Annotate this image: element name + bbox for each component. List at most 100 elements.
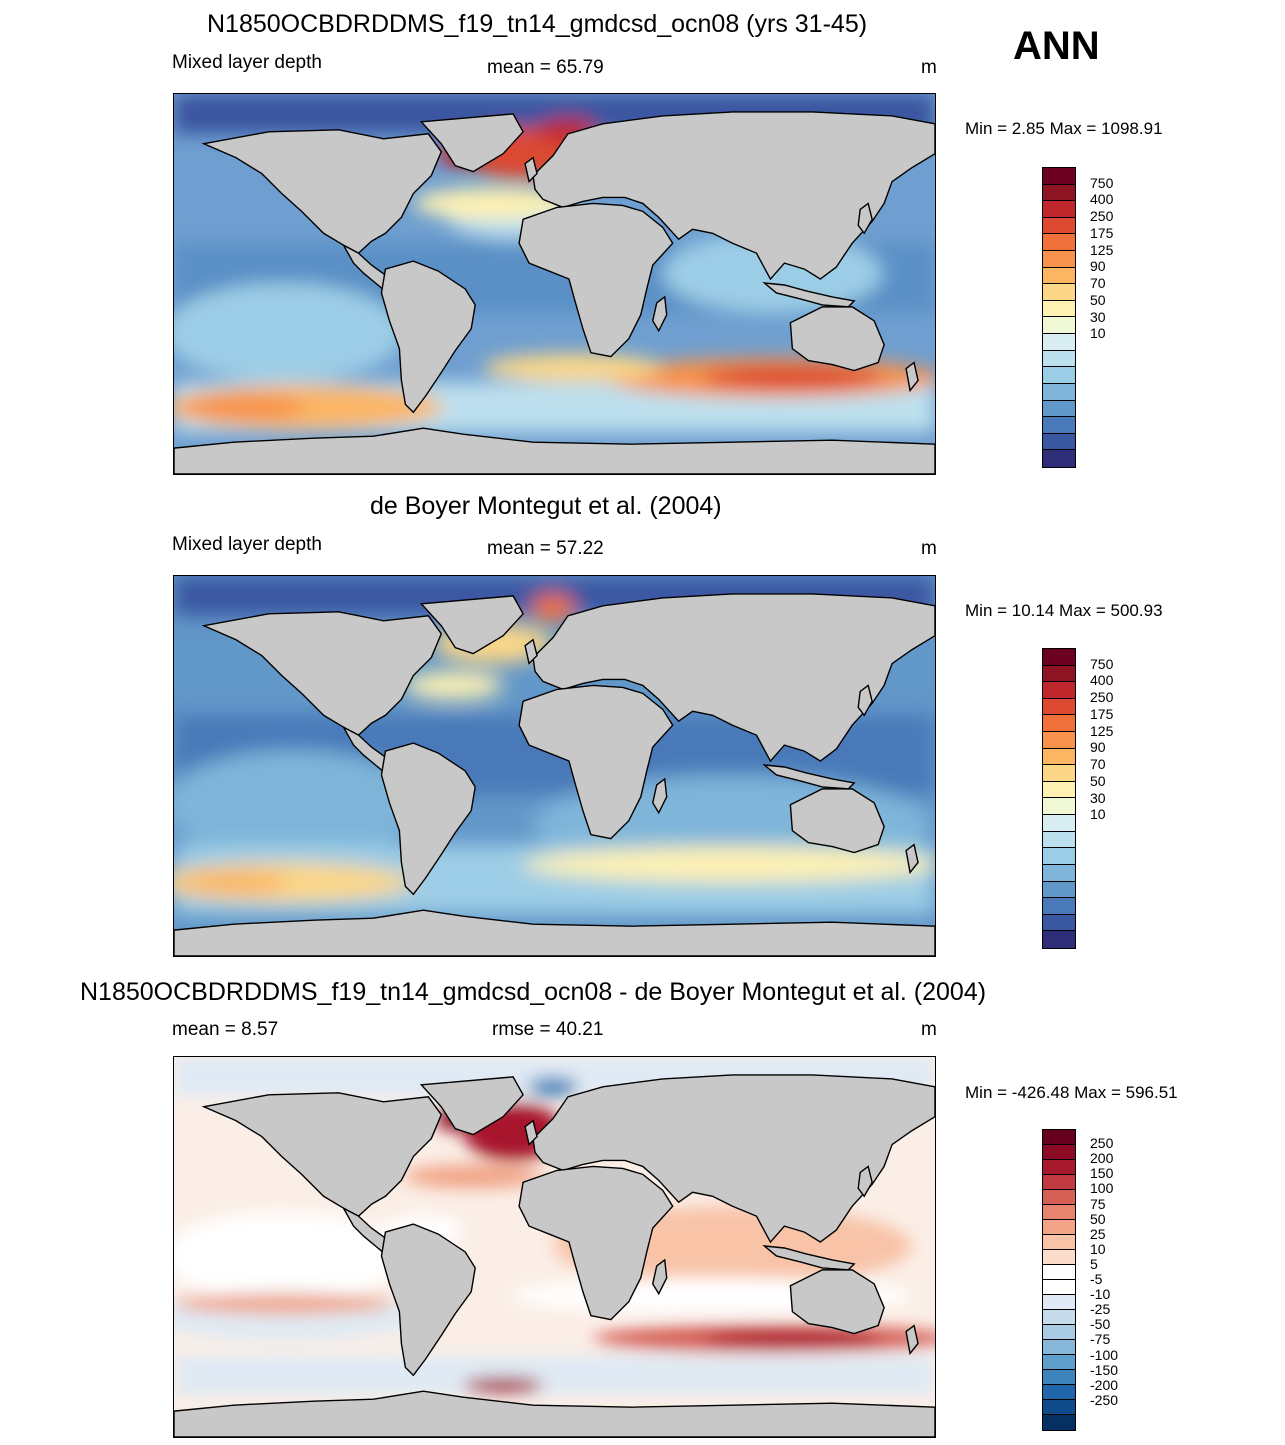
colorbar-segment — [1043, 201, 1075, 218]
colorbar-segment — [1043, 1370, 1075, 1385]
colorbar-segment — [1043, 1265, 1075, 1280]
colorbar-segment — [1043, 284, 1075, 301]
panel-2-title: de Boyer Montegut et al. (2004) — [370, 492, 722, 520]
colorbar-tick-label: 70 — [1090, 275, 1106, 292]
colorbar-segment — [1043, 317, 1075, 335]
colorbar-tick-label: 70 — [1090, 756, 1106, 773]
colorbar-segment — [1043, 1325, 1075, 1340]
colorbar-tick-label: 125 — [1090, 241, 1114, 258]
colorbar-segment — [1043, 1235, 1075, 1250]
colorbar-segment — [1043, 1385, 1075, 1400]
colorbar-tick-label: 175 — [1090, 705, 1114, 722]
colorbar-segment — [1043, 1130, 1075, 1145]
panel-3-map-svg — [174, 1057, 935, 1437]
colorbar-tick-label: 10 — [1090, 1240, 1106, 1257]
colorbar-tick-label: 750 — [1090, 655, 1114, 672]
colorbar-segment — [1043, 168, 1075, 185]
panel-1-mean-label: mean = 65.79 — [487, 57, 604, 78]
colorbar-segment — [1043, 815, 1075, 832]
colorbar-segment — [1043, 184, 1075, 202]
colorbar-tick-label: 250 — [1090, 1135, 1114, 1152]
colorbar-segment — [1043, 251, 1075, 268]
colorbar-tick-label: 250 — [1090, 689, 1114, 706]
colorbar-tick-label: -10 — [1090, 1286, 1111, 1303]
colorbar-tick-label: 400 — [1090, 191, 1114, 208]
panel-3-minmax-label: Min = -426.48 Max = 596.51 — [965, 1083, 1178, 1102]
colorbar-tick-label: 200 — [1090, 1150, 1114, 1167]
colorbar-segment — [1043, 831, 1075, 849]
colorbar-segment — [1043, 914, 1075, 932]
colorbar-tick-label: 25 — [1090, 1225, 1106, 1242]
panel-2-map — [173, 575, 936, 957]
colorbar-segment — [1043, 698, 1075, 716]
colorbar-tick-label: -100 — [1090, 1346, 1119, 1363]
colorbar-segment — [1043, 334, 1075, 351]
colorbar-tick-label: 30 — [1090, 789, 1106, 806]
colorbar-tick-label: 175 — [1090, 224, 1114, 241]
colorbar-segment — [1043, 732, 1075, 749]
panel-1-colorbar — [1042, 167, 1076, 468]
colorbar-segment — [1043, 1295, 1075, 1310]
panel-2-minmax-label: Min = 10.14 Max = 500.93 — [965, 601, 1163, 620]
colorbar-tick-label: 250 — [1090, 208, 1114, 225]
colorbar-segment — [1043, 665, 1075, 683]
panel-3-units-label: m — [921, 1019, 937, 1040]
panel-2-units-label: m — [921, 538, 937, 559]
colorbar-segment — [1043, 433, 1075, 451]
colorbar-segment — [1043, 682, 1075, 699]
colorbar-tick-label: 100 — [1090, 1180, 1114, 1197]
colorbar-segment — [1043, 1400, 1075, 1415]
colorbar-tick-label: -200 — [1090, 1376, 1119, 1393]
colorbar-tick-label: -25 — [1090, 1301, 1111, 1318]
panel-3-colorbar — [1042, 1129, 1076, 1431]
colorbar-tick-label: 30 — [1090, 308, 1106, 325]
colorbar-tick-label: -75 — [1090, 1331, 1111, 1348]
panel-3-title: N1850OCBDRDDMS_f19_tn14_gmdcsd_ocn08 - d… — [80, 978, 987, 1006]
panel-1-map — [173, 93, 936, 475]
colorbar-segment — [1043, 649, 1075, 666]
colorbar-tick-label: 50 — [1090, 1210, 1106, 1227]
panel-2-colorbar — [1042, 648, 1076, 949]
colorbar-tick-label: 50 — [1090, 772, 1106, 789]
panel-2-map-svg — [174, 576, 935, 956]
colorbar-segment — [1043, 367, 1075, 384]
panel-1-minmax-label: Min = 2.85 Max = 1098.91 — [965, 119, 1163, 138]
panel-2-variable-label: Mixed layer depth — [172, 534, 322, 555]
colorbar-segment — [1043, 267, 1075, 285]
colorbar-tick-label: -5 — [1090, 1271, 1103, 1287]
panel-1-title: N1850OCBDRDDMS_f19_tn14_gmdcsd_ocn08 (yr… — [207, 10, 868, 38]
panel-3-rmse-label: rmse = 40.21 — [492, 1019, 604, 1040]
colorbar-segment — [1043, 864, 1075, 882]
panel-1-variable-label: Mixed layer depth — [172, 52, 322, 73]
colorbar-segment — [1043, 848, 1075, 865]
panel-2-mean-label: mean = 57.22 — [487, 538, 604, 559]
colorbar-segment — [1043, 383, 1075, 401]
colorbar-segment — [1043, 1250, 1075, 1265]
panel-3-mean-label: mean = 8.57 — [172, 1019, 279, 1040]
colorbar-segment — [1043, 1310, 1075, 1325]
colorbar-tick-label: 125 — [1090, 722, 1114, 739]
colorbar-tick-label: 75 — [1090, 1195, 1106, 1212]
colorbar-segment — [1043, 350, 1075, 368]
colorbar-segment — [1043, 1220, 1075, 1235]
colorbar-tick-label: -50 — [1090, 1316, 1111, 1333]
colorbar-segment — [1043, 765, 1075, 782]
colorbar-tick-label: 90 — [1090, 739, 1106, 756]
colorbar-segment — [1043, 450, 1075, 467]
colorbar-segment — [1043, 931, 1075, 948]
panel-1-map-svg — [174, 94, 935, 474]
colorbar-segment — [1043, 715, 1075, 733]
colorbar-segment — [1043, 1190, 1075, 1205]
colorbar-segment — [1043, 300, 1075, 318]
colorbar-tick-label: 400 — [1090, 672, 1114, 689]
colorbar-tick-label: 150 — [1090, 1165, 1114, 1182]
colorbar-segment — [1043, 1340, 1075, 1355]
season-label: ANN — [1013, 24, 1100, 68]
colorbar-segment — [1043, 1280, 1075, 1295]
colorbar-segment — [1043, 1175, 1075, 1190]
colorbar-tick-label: -150 — [1090, 1361, 1119, 1378]
colorbar-tick-label: 90 — [1090, 258, 1106, 275]
colorbar-tick-label: 10 — [1090, 806, 1106, 823]
colorbar-tick-label: 10 — [1090, 325, 1106, 342]
colorbar-segment — [1043, 881, 1075, 899]
